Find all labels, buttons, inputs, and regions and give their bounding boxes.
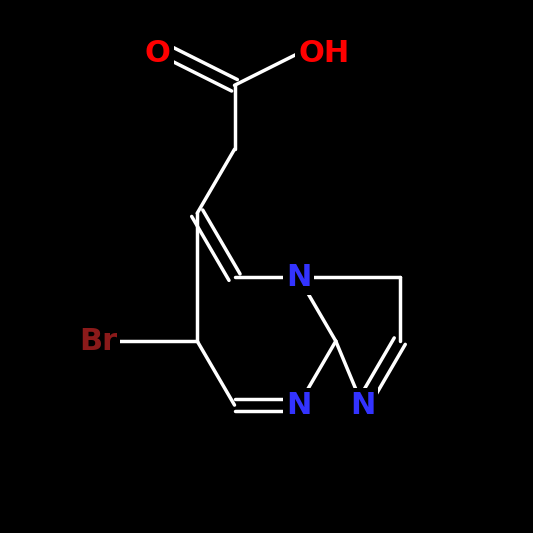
- Text: N: N: [350, 391, 375, 419]
- Text: N: N: [286, 391, 311, 419]
- Text: N: N: [286, 263, 311, 292]
- Text: OH: OH: [298, 39, 350, 68]
- Text: Br: Br: [79, 327, 117, 356]
- Text: O: O: [144, 39, 171, 68]
